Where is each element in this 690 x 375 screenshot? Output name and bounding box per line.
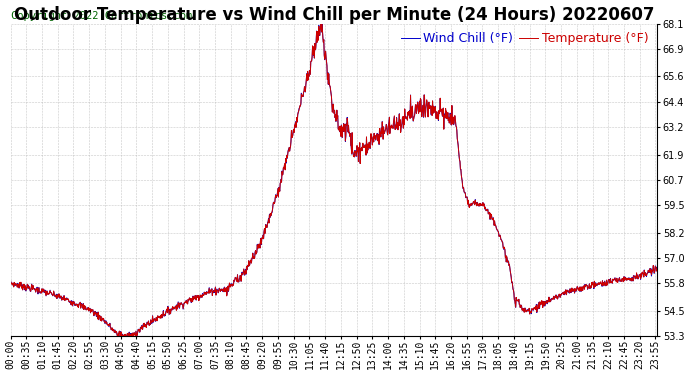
Temperature (°F) (653, 268, 662, 272)
Temperature (°F) (124, 336, 132, 340)
Temperature (°F) (520, 310, 529, 315)
Temperature (°F) (135, 327, 144, 332)
Wind Chill (°F) (653, 268, 662, 273)
Wind Chill (°F) (6, 278, 14, 283)
Title: Outdoor Temperature vs Wind Chill per Minute (24 Hours) 20220607: Outdoor Temperature vs Wind Chill per Mi… (14, 6, 654, 24)
Wind Chill (°F) (520, 310, 529, 314)
Text: Copyright 2022 Cartronics.com: Copyright 2022 Cartronics.com (11, 10, 193, 21)
Wind Chill (°F) (223, 291, 231, 296)
Temperature (°F) (6, 278, 14, 283)
Temperature (°F) (223, 290, 231, 295)
Wind Chill (°F) (577, 289, 585, 294)
Wind Chill (°F) (124, 336, 132, 340)
Temperature (°F) (435, 110, 444, 114)
Wind Chill (°F) (150, 317, 159, 321)
Legend: Wind Chill (°F), Temperature (°F): Wind Chill (°F), Temperature (°F) (398, 30, 651, 48)
Wind Chill (°F) (318, 20, 326, 24)
Temperature (°F) (577, 289, 585, 293)
Line: Temperature (°F): Temperature (°F) (10, 22, 658, 338)
Line: Wind Chill (°F): Wind Chill (°F) (10, 22, 658, 338)
Wind Chill (°F) (135, 327, 144, 332)
Temperature (°F) (150, 317, 159, 321)
Temperature (°F) (318, 20, 326, 24)
Wind Chill (°F) (435, 110, 444, 114)
